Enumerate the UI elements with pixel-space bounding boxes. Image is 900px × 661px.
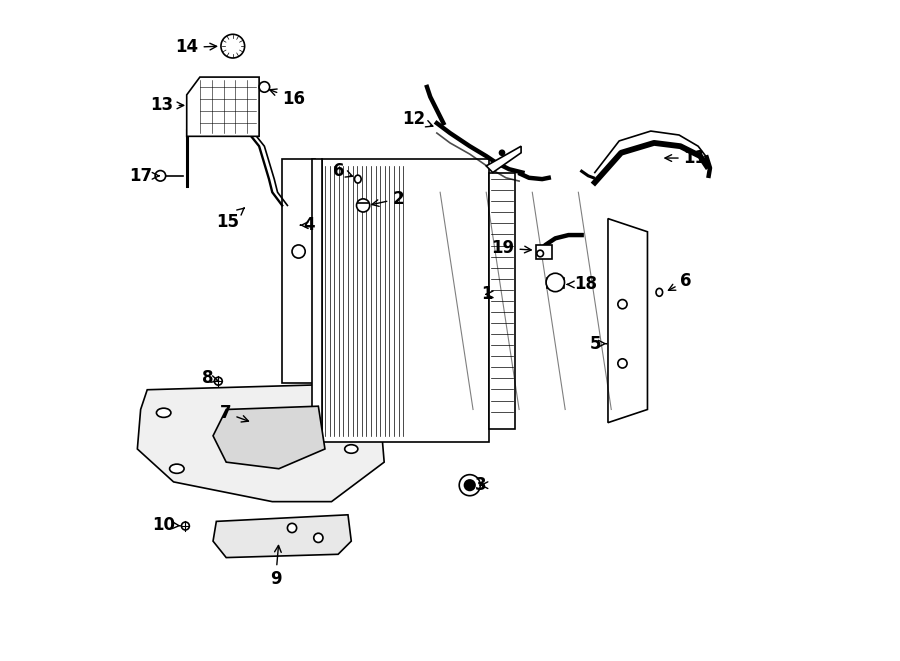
Text: 2: 2 [372,190,404,208]
Text: 8: 8 [202,369,219,387]
Ellipse shape [182,522,189,530]
Circle shape [259,82,270,93]
Circle shape [617,359,627,368]
Bar [321,159,490,442]
Circle shape [617,299,627,309]
Text: 5: 5 [590,334,607,353]
Ellipse shape [656,288,662,296]
Polygon shape [138,383,384,502]
Text: 15: 15 [216,208,244,231]
Polygon shape [186,77,259,136]
Circle shape [292,245,305,258]
Text: 4: 4 [301,216,315,234]
Bar [536,245,552,259]
Text: 6: 6 [333,162,353,180]
Polygon shape [486,146,521,173]
Text: 18: 18 [567,276,597,293]
Text: 14: 14 [176,38,217,56]
Bar [311,159,321,442]
Ellipse shape [169,464,184,473]
Bar [547,278,564,288]
Bar [490,173,515,429]
Circle shape [220,34,245,58]
Text: 10: 10 [152,516,180,533]
Circle shape [500,150,505,155]
Text: 12: 12 [402,110,433,128]
Polygon shape [608,219,647,422]
Text: 13: 13 [150,97,184,114]
Ellipse shape [345,445,358,453]
Text: 19: 19 [491,239,531,257]
Circle shape [546,273,564,292]
Circle shape [314,533,323,543]
Circle shape [459,475,481,496]
Circle shape [155,171,166,181]
Text: 9: 9 [270,545,282,588]
Text: 7: 7 [220,404,248,422]
Text: 1: 1 [482,286,493,303]
Circle shape [464,480,475,490]
Polygon shape [213,407,325,469]
Ellipse shape [214,377,222,385]
Text: 17: 17 [130,167,159,185]
Ellipse shape [355,175,361,183]
Text: 11: 11 [665,149,706,167]
Polygon shape [213,515,351,558]
Ellipse shape [157,408,171,417]
Text: 3: 3 [474,476,488,494]
Circle shape [356,199,370,212]
Circle shape [537,251,544,256]
Circle shape [287,524,297,533]
Polygon shape [283,159,315,383]
Text: 16: 16 [270,89,305,108]
Text: 6: 6 [669,272,692,290]
